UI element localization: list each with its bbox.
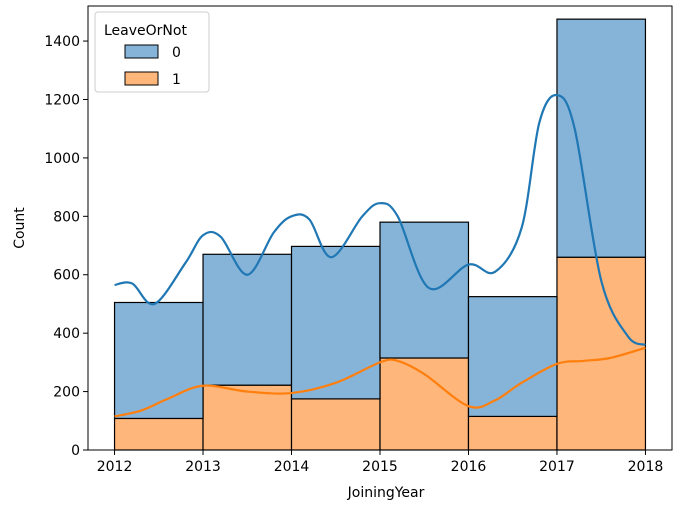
bar-series-1-bin-5 [556, 256, 647, 451]
bar-series-0-bin-0 [113, 301, 204, 420]
bar-series-1-bin-0 [113, 417, 204, 451]
y-tick-label: 0 [71, 443, 80, 459]
y-axis-label: Count [12, 207, 28, 249]
bar-series-1-bin-2 [290, 398, 381, 451]
bar-series-1-bin-1 [202, 384, 293, 451]
axes-group: 2012 2013 2014 2015 2016 2017 2018 0 200 400 600 80… [44, 5, 673, 475]
legend-swatch-0 [124, 44, 159, 59]
kde-lines-group [114, 93, 646, 418]
bar-series-0-bin-1 [202, 253, 293, 386]
legend-swatch-1 [124, 71, 159, 86]
kde-line-series-1 [114, 346, 646, 418]
bar-series-0-bin-2 [290, 245, 381, 400]
bars-group [113, 18, 647, 451]
x-axis-label: JoiningYear [347, 485, 425, 501]
bar-series-1-bin-3 [379, 357, 470, 451]
y-tick-label: 400 [53, 326, 80, 342]
y-tick-label: 600 [53, 268, 80, 284]
y-tick-label: 800 [53, 209, 80, 225]
legend-label-0: 0 [172, 45, 181, 61]
x-tick-label: 2016 [451, 459, 487, 475]
bar-series-1-bin-4 [467, 415, 558, 451]
y-tick-label: 1400 [44, 34, 80, 50]
bar-series-0-bin-3 [379, 221, 470, 359]
legend: LeaveOrNot 0 1 [94, 11, 210, 93]
y-tick-label: 1000 [44, 151, 80, 167]
x-tick-label: 2012 [97, 459, 133, 475]
y-tick-label: 200 [53, 385, 80, 401]
x-tick-label: 2015 [362, 459, 398, 475]
x-tick-label: 2018 [628, 459, 664, 475]
bar-series-0-bin-5 [556, 18, 647, 258]
y-tick-label: 1200 [44, 92, 80, 108]
x-tick-label: 2013 [185, 459, 221, 475]
x-tick-label: 2017 [539, 459, 575, 475]
x-tick-label: 2014 [274, 459, 310, 475]
bar-series-0-bin-4 [467, 296, 558, 418]
kde-line-series-0 [114, 93, 646, 346]
legend-title: LeaveOrNot [104, 23, 187, 39]
legend-label-1: 1 [172, 72, 181, 88]
